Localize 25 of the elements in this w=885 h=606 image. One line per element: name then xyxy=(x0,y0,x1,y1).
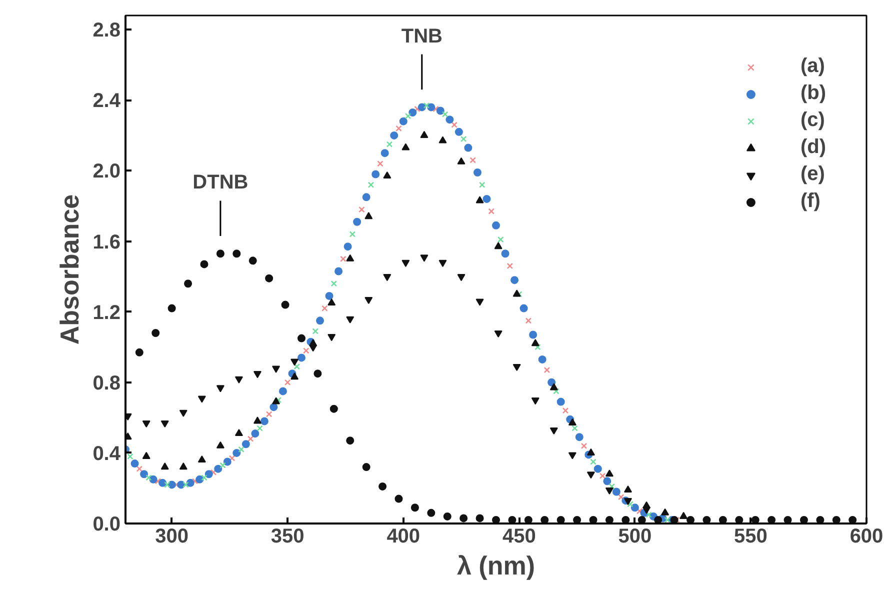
y-tick-label: 2.0 xyxy=(92,160,121,183)
y-tick-label: 1.6 xyxy=(92,231,121,254)
x-tick-label: 400 xyxy=(386,526,420,548)
y-axis-title: Absorbance xyxy=(54,194,85,345)
x-tick-label: 500 xyxy=(618,526,652,548)
legend-label: (b) xyxy=(800,82,826,105)
y-tick-label: 0.4 xyxy=(92,442,122,465)
x-tick-label: 600 xyxy=(850,526,884,548)
y-tick-label: 1.2 xyxy=(92,302,121,324)
x-tick-label: 300 xyxy=(155,526,189,548)
x-axis-title: λ (nm) xyxy=(457,550,535,580)
annotation: TNB xyxy=(401,25,442,48)
legend-label: (f) xyxy=(800,190,820,213)
y-tick-label: 0.0 xyxy=(92,514,121,536)
x-tick-label: 550 xyxy=(734,526,768,548)
legend-label: (e) xyxy=(800,163,825,186)
annotation: DTNB xyxy=(192,172,248,194)
y-tick-label: 2.4 xyxy=(92,90,122,112)
legend-label: (d) xyxy=(800,136,826,159)
legend-label: (c) xyxy=(800,109,825,132)
y-tick-label: 2.8 xyxy=(92,20,121,42)
x-tick-label: 350 xyxy=(270,526,304,548)
legend-label: (a) xyxy=(800,55,825,78)
x-tick-label: 450 xyxy=(502,526,536,548)
y-tick-label: 0.8 xyxy=(92,372,121,394)
